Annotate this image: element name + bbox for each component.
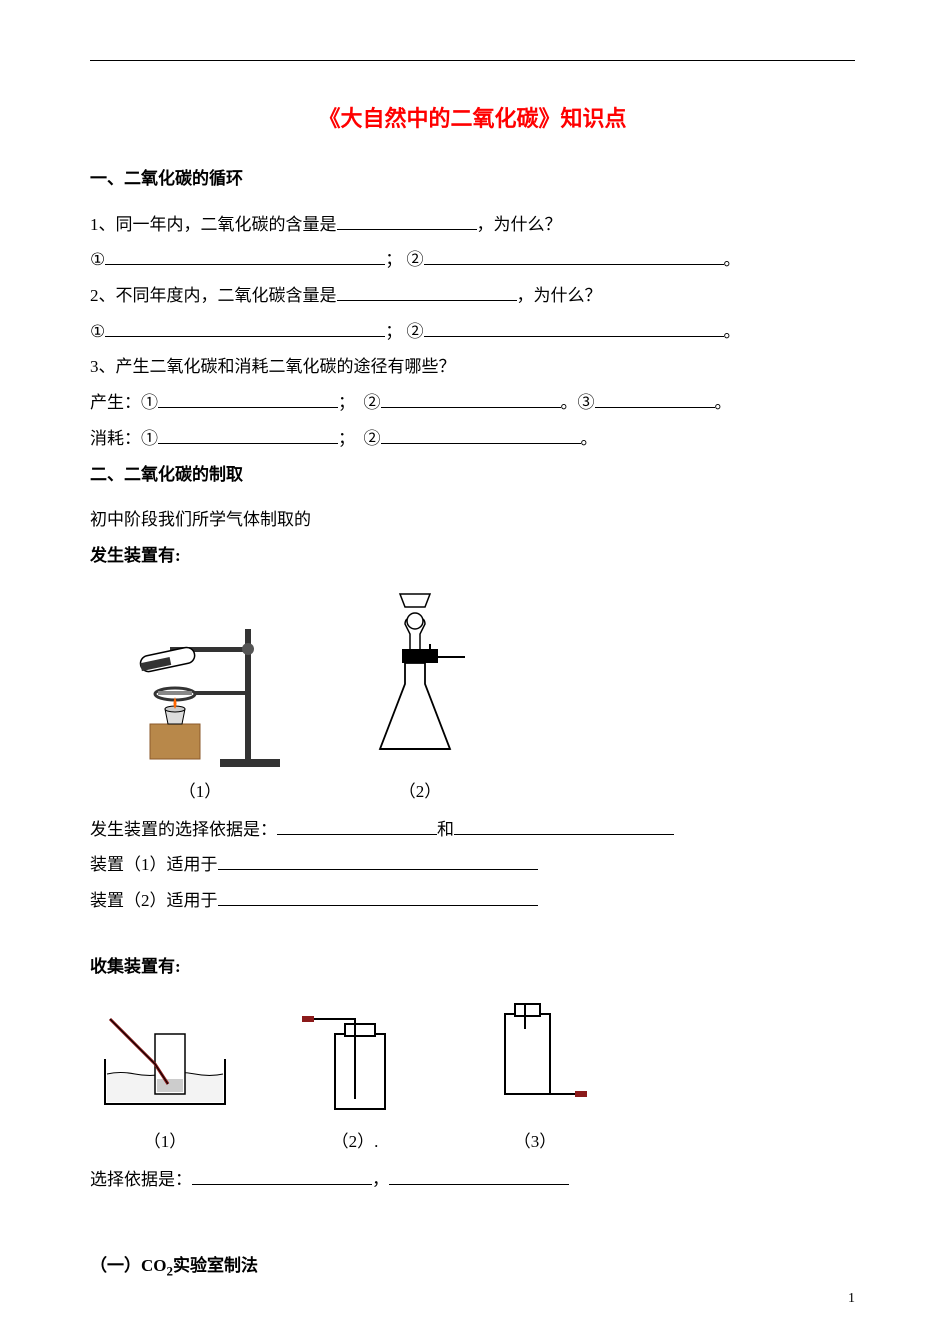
device1-prefix: 装置（1）适用于 — [90, 855, 218, 874]
produce-label: 产生：① — [90, 393, 158, 412]
produce-blank1[interactable] — [158, 388, 338, 408]
consume-end: 。 — [581, 429, 598, 448]
produce-end2: 。 — [715, 393, 732, 412]
device2-blank[interactable] — [218, 886, 538, 906]
q2-options: ① ； ② 。 — [90, 314, 855, 350]
q2-opt2: ② — [407, 322, 424, 341]
q1-blank2[interactable] — [424, 245, 724, 265]
q2-blank2[interactable] — [424, 317, 724, 337]
downward-displacement-icon — [480, 999, 590, 1119]
section2-1-header: （一）CO2实验室制法 — [90, 1248, 855, 1285]
water-displacement-icon — [100, 1009, 230, 1119]
produce-end1: 。③ — [561, 393, 595, 412]
collect-header: 收集装置有: — [90, 949, 855, 985]
q3-line: 3、产生二氧化碳和消耗二氧化碳的途径有哪些？ — [90, 349, 855, 385]
q2-blank[interactable] — [337, 281, 517, 301]
document-title: 《大自然中的二氧化碳》知识点 — [90, 101, 855, 133]
collect-label-3: （3） — [514, 1127, 557, 1152]
page-number: 1 — [848, 1291, 855, 1307]
gen-label-1: （1） — [179, 777, 222, 802]
upward-displacement-icon — [300, 999, 410, 1119]
device1-blank[interactable] — [218, 850, 538, 870]
section2-1-suffix: 实验室制法 — [173, 1256, 258, 1275]
select-blank2[interactable] — [389, 1165, 569, 1185]
q2-blank1[interactable] — [105, 317, 385, 337]
q2-suffix: ，为什么？ — [517, 286, 602, 305]
select-line: 选择依据是： ， — [90, 1162, 855, 1198]
q2-sep: ； — [385, 322, 402, 341]
section1-header: 一、二氧化碳的循环 — [90, 161, 855, 197]
device2-prefix: 装置（2）适用于 — [90, 891, 218, 910]
q1-blank[interactable] — [337, 210, 477, 230]
produce-blank3[interactable] — [595, 388, 715, 408]
q2-line: 2、不同年度内，二氧化碳含量是 ，为什么？ — [90, 278, 855, 314]
produce-sep1: ； — [338, 393, 355, 412]
collect-diagram-1: （1） — [100, 1009, 230, 1152]
consume-2: ② — [364, 429, 381, 448]
q1-line: 1、同一年内，二氧化碳的含量是 ，为什么？ — [90, 207, 855, 243]
select-blank1[interactable] — [192, 1165, 372, 1185]
generator-header: 发生装置有: — [90, 538, 855, 574]
q2-prefix: 2、不同年度内，二氧化碳含量是 — [90, 286, 337, 305]
basis-line: 发生装置的选择依据是： 和 — [90, 812, 855, 848]
collect-diagram-3: （3） — [480, 999, 590, 1152]
produce-2: ② — [364, 393, 381, 412]
device1-line: 装置（1）适用于 — [90, 847, 855, 883]
collect-diagram-2: （2）. — [300, 999, 410, 1152]
collect-label-2: （2）. — [332, 1127, 379, 1152]
basis-blank2[interactable] — [454, 815, 674, 835]
consume-line: 消耗：① ； ② 。 — [90, 421, 855, 457]
q1-options: ① ； ② 。 — [90, 242, 855, 278]
q1-opt1: ① — [90, 250, 105, 269]
gen-label-2: （2） — [399, 777, 442, 802]
generator-diagram-2: （2） — [350, 589, 490, 802]
consume-blank1[interactable] — [158, 424, 338, 444]
produce-line: 产生：① ； ② 。③ 。 — [90, 385, 855, 421]
consume-sep: ； — [338, 429, 355, 448]
basis-blank1[interactable] — [277, 815, 437, 835]
q1-opt2: ② — [407, 250, 424, 269]
q1-prefix: 1、同一年内，二氧化碳的含量是 — [90, 215, 337, 234]
q1-suffix: ，为什么？ — [477, 215, 562, 234]
q1-sep: ； — [385, 250, 402, 269]
top-divider — [90, 60, 855, 61]
consume-label: 消耗：① — [90, 429, 158, 448]
q1-blank1[interactable] — [105, 245, 385, 265]
q2-end: 。 — [724, 322, 741, 341]
basis-prefix: 发生装置的选择依据是： — [90, 820, 277, 839]
section2-header: 二、二氧化碳的制取 — [90, 457, 855, 493]
collect-diagrams: （1） （2）. （3） — [100, 999, 855, 1152]
generator-diagrams: （1） （2） — [110, 589, 855, 802]
section2-1-prefix: （一）CO — [90, 1256, 167, 1275]
consume-blank2[interactable] — [381, 424, 581, 444]
select-prefix: 选择依据是： — [90, 1170, 192, 1189]
basis-and: 和 — [437, 820, 454, 839]
device2-line: 装置（2）适用于 — [90, 883, 855, 919]
apparatus-heating-icon — [110, 609, 290, 769]
q2-opt1: ① — [90, 322, 105, 341]
generator-diagram-1: （1） — [110, 609, 290, 802]
apparatus-flask-icon — [350, 589, 490, 769]
q1-end: 。 — [724, 250, 741, 269]
collect-label-1: （1） — [144, 1127, 187, 1152]
select-comma: ， — [372, 1170, 389, 1189]
section2-intro: 初中阶段我们所学气体制取的 — [90, 502, 855, 538]
produce-blank2[interactable] — [381, 388, 561, 408]
